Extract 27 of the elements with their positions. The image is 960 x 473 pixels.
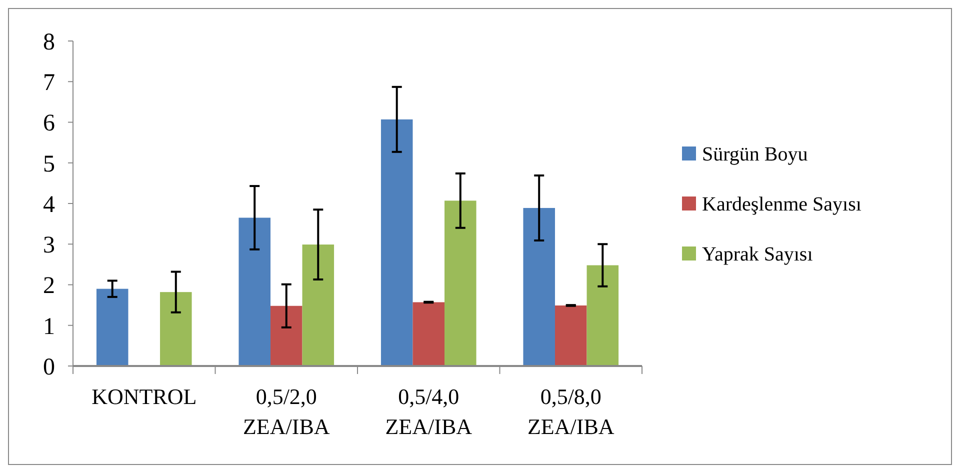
bar	[302, 244, 334, 366]
bar	[238, 218, 270, 366]
y-tick-label: 2	[43, 273, 55, 300]
bar	[586, 265, 619, 366]
bar	[444, 200, 476, 366]
x-tick-label: 0,5/4,0 ZEA/IBA	[385, 384, 472, 439]
y-tick-label: 5	[43, 151, 55, 178]
bar	[160, 292, 192, 366]
x-tick-label: 0,5/2,0 ZEA/IBA	[242, 384, 330, 439]
bar	[96, 288, 128, 366]
legend-label: Kardeşlenme Sayısı	[702, 194, 862, 216]
bar	[523, 208, 555, 366]
legend-label: Sürgün Boyu	[702, 144, 808, 166]
y-tick-label: 7	[43, 70, 55, 96]
legend-label: Yaprak Sayısı	[702, 244, 814, 266]
y-tick-label: 3	[43, 232, 55, 259]
bar	[412, 302, 445, 366]
x-tick-label: KONTROL	[92, 384, 197, 409]
y-tick-label: 0	[43, 354, 55, 380]
y-tick-label: 1	[43, 314, 55, 340]
bar	[270, 306, 302, 366]
y-tick-label: 4	[43, 192, 55, 218]
y-tick-label: 8	[43, 29, 55, 56]
bar	[554, 305, 587, 366]
y-tick-label: 6	[43, 110, 55, 137]
bar	[380, 119, 413, 366]
x-tick-label: 0,5/8,0 ZEA/IBA	[527, 384, 614, 439]
